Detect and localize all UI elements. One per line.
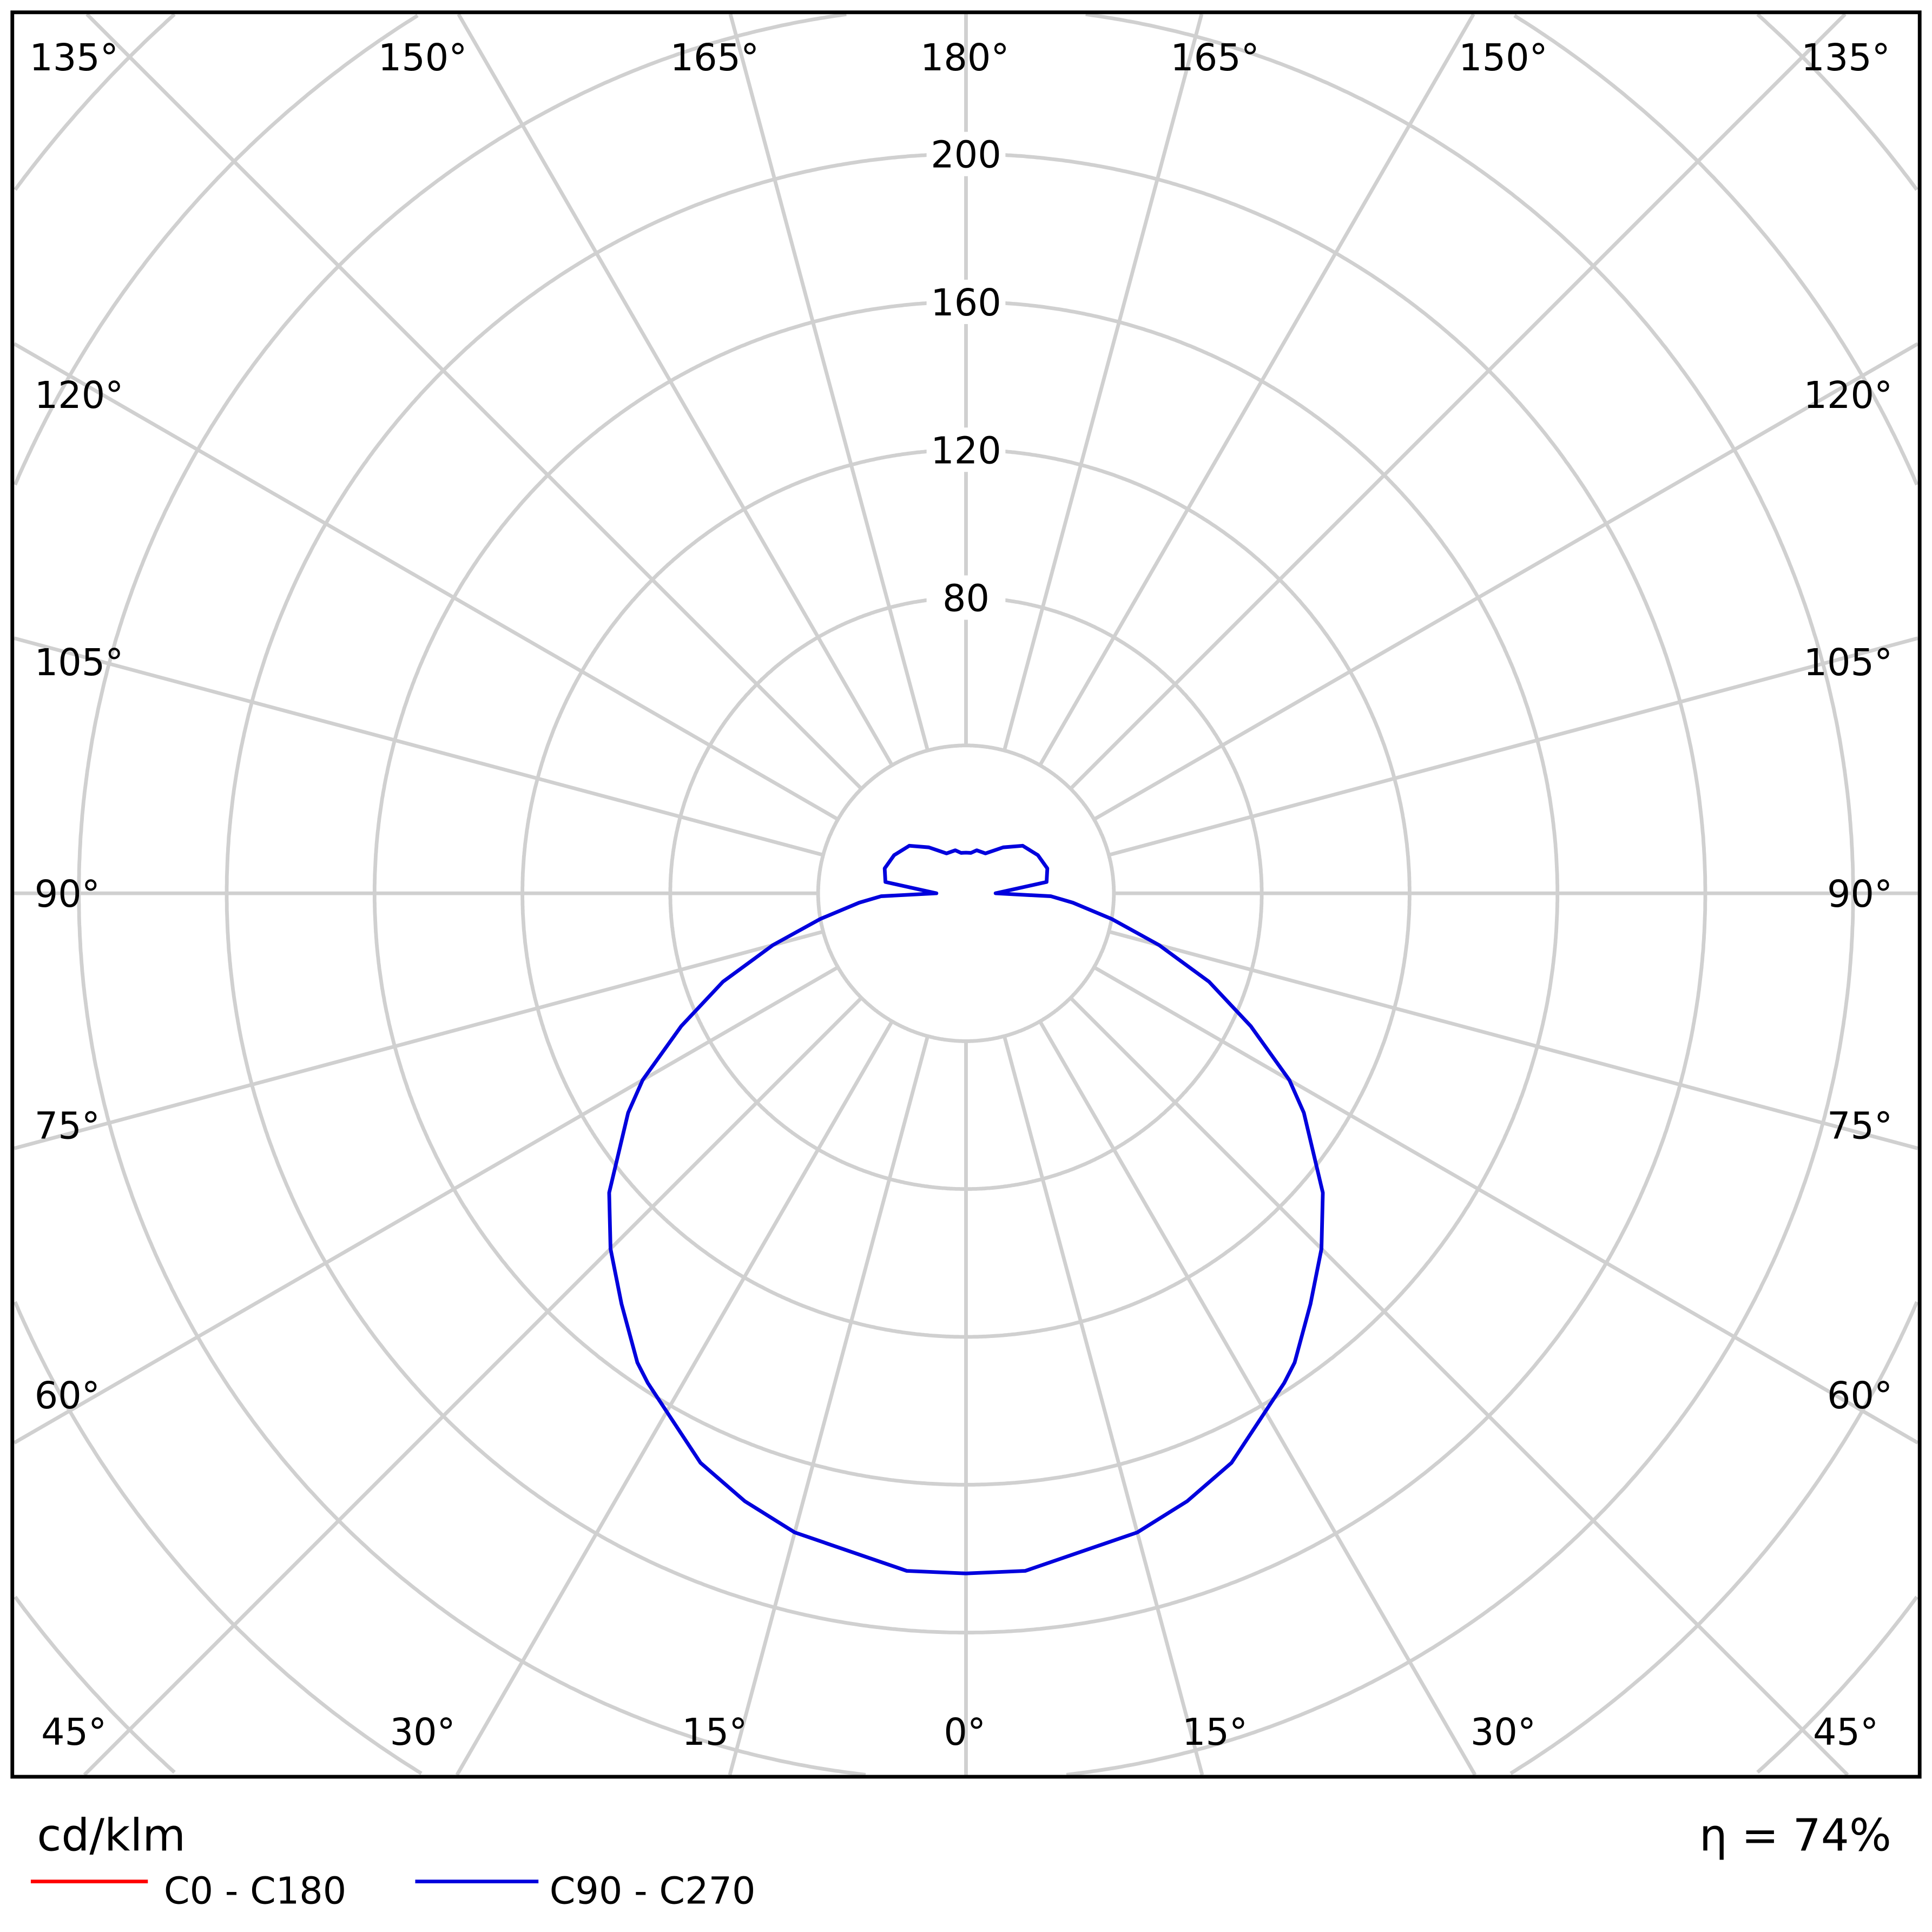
grid-ring: [77, 12, 1855, 1777]
angle-label: 165°: [670, 37, 760, 80]
spoke-line: [1093, 342, 1919, 821]
angle-label: 45°: [41, 1711, 107, 1754]
radial-tick-label: 80: [942, 578, 990, 621]
angle-label: 75°: [1827, 1105, 1893, 1148]
radial-label-bg: [926, 575, 1006, 620]
spoke-line: [85, 12, 863, 790]
radial-tick-label: 200: [931, 134, 1001, 177]
efficiency-label: η = 74%: [1699, 1810, 1891, 1862]
legend-label-c0: C0 - C180: [164, 1870, 346, 1913]
radial-label-bg: [926, 427, 1006, 472]
angle-label: 60°: [35, 1375, 100, 1417]
spoke-line: [1069, 12, 1847, 790]
angle-label: 120°: [1804, 374, 1893, 417]
angle-label: 105°: [1804, 642, 1893, 684]
spoke-line: [728, 1036, 929, 1776]
angle-label: 105°: [35, 642, 124, 684]
spoke-line: [455, 1020, 894, 1776]
radial-label-bg: [926, 279, 1006, 324]
grid-ring: [14, 12, 1918, 1774]
angle-label: 180°: [920, 37, 1010, 80]
angle-label: 75°: [35, 1105, 100, 1148]
angle-label: 60°: [1827, 1375, 1893, 1417]
angle-label: 150°: [378, 37, 467, 80]
radial-tick-label: 160: [931, 282, 1001, 325]
series-curve-c90-c270: [607, 843, 1325, 1575]
spoke-line: [728, 14, 929, 751]
curves: [607, 843, 1325, 1575]
spoke-line: [1038, 13, 1475, 767]
angle-labels: 135° 150° 165° 180° 165° 150° 135° 45° 30° 15° 0° 1…: [29, 37, 1893, 1754]
angle-label: 150°: [1459, 37, 1548, 80]
spoke-line: [1069, 997, 1849, 1777]
spoke-line: [13, 965, 839, 1445]
angle-label: 30°: [390, 1711, 456, 1754]
spoke-line: [457, 13, 894, 767]
spoke-line: [1038, 1020, 1477, 1776]
angle-label: 15°: [682, 1711, 747, 1754]
grid-ring: [816, 743, 1116, 1043]
legend-label-c90: C90 - C270: [550, 1870, 756, 1913]
spoke-line: [14, 929, 824, 1150]
angle-label: 0°: [944, 1711, 986, 1754]
angle-label: 135°: [29, 37, 118, 80]
unit-label: cd/klm: [37, 1810, 186, 1862]
angle-label: 90°: [1827, 873, 1893, 916]
angle-label: 120°: [35, 374, 124, 417]
spoke-line: [1108, 929, 1918, 1150]
plot-frame: [10, 10, 1922, 1779]
spoke-line: [83, 997, 863, 1777]
angle-label: 15°: [1182, 1711, 1248, 1754]
spoke-line: [1003, 14, 1204, 751]
angle-label: 30°: [1471, 1711, 1536, 1754]
radial-label-bg: [926, 131, 1006, 176]
grid-ring: [13, 14, 1919, 1775]
spoke-line: [1093, 965, 1919, 1445]
spoke-line: [13, 342, 839, 821]
angle-label: 165°: [1170, 37, 1260, 80]
spoke-line: [14, 636, 824, 857]
angle-label: 45°: [1813, 1711, 1878, 1754]
polar-grid: [13, 12, 1919, 1777]
radial-tick-labels: 80 120 160 200: [926, 131, 1006, 621]
spoke-line: [1108, 636, 1918, 857]
angle-label: 90°: [35, 873, 100, 916]
spoke-line: [1003, 1036, 1204, 1776]
angle-label: 135°: [1801, 37, 1890, 80]
radial-tick-label: 120: [931, 430, 1001, 472]
